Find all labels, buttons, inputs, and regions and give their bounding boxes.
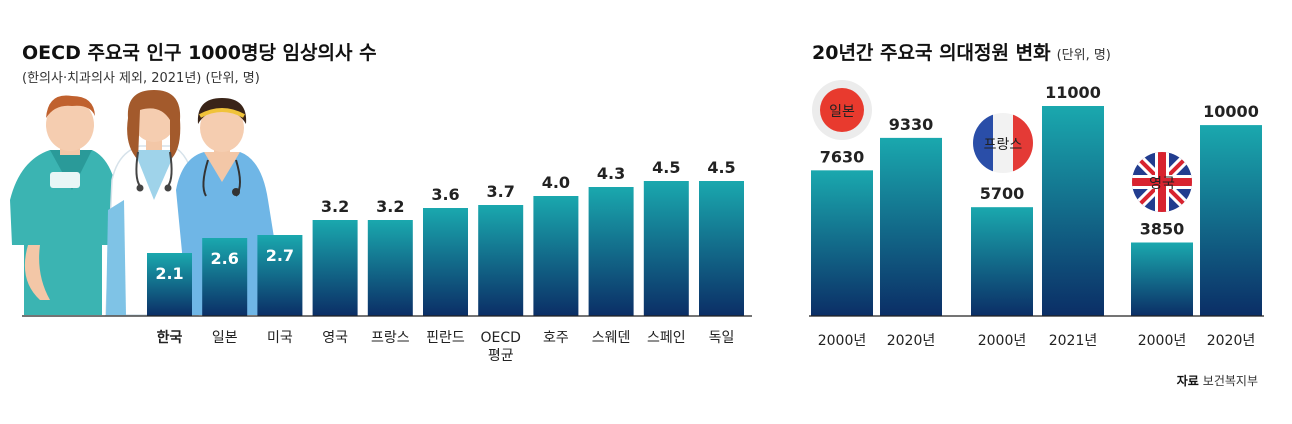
source-note: 자료 보건복지부 — [1177, 372, 1258, 389]
right-value-label: 5700 — [980, 184, 1025, 203]
left-bar-item-1 — [202, 238, 248, 316]
left-value-label: 4.3 — [597, 164, 625, 183]
right-category-label: 2020년 — [1207, 333, 1256, 349]
left-value-label: 4.0 — [542, 173, 570, 192]
left-category-label: 핀란드 — [426, 330, 465, 346]
right-category-label: 2000년 — [1138, 333, 1187, 349]
right-chart-unit: (단위, 명) — [1056, 48, 1111, 63]
doctor-male-figure — [10, 95, 120, 315]
right-bar-group1-0 — [971, 207, 1033, 316]
right-bar-group2-1 — [1200, 125, 1262, 316]
left-value-label: 3.2 — [376, 197, 404, 216]
left-category-label: OECD 평균 — [480, 330, 520, 364]
right-chart-labels: 7630 2000년 9330 2020년 5700 2000년 11000 2021년 385… — [818, 83, 1259, 349]
japan-flag-icon: 일본 — [812, 80, 872, 140]
left-bar-item-8 — [588, 187, 634, 316]
left-category-label: 미국 — [267, 330, 293, 346]
right-category-label: 2000년 — [978, 333, 1027, 349]
left-bar-item-7 — [533, 196, 579, 316]
left-chart-labels: 2.1 한국 2.6 일본 2.7 미국 3.2 영국 3.2 프랑스 3.6 핀란드 3.7 OECD 평… — [155, 158, 735, 364]
left-chart-bars — [147, 181, 744, 316]
left-value-label: 3.7 — [487, 182, 515, 201]
doctors-illustration — [10, 90, 276, 316]
right-chart-title-text: 20년간 주요국 의대정원 변화 — [812, 42, 1051, 64]
left-bar-item-4 — [367, 220, 413, 316]
france-flag-icon: 프랑스 — [973, 113, 1033, 173]
france-flag-label: 프랑스 — [984, 137, 1023, 153]
left-category-label: 일본 — [212, 330, 238, 346]
left-value-label: 4.5 — [707, 158, 735, 177]
left-bar-item-0 — [147, 253, 192, 316]
source-value: 보건복지부 — [1202, 374, 1258, 388]
right-bar-group1-1 — [1042, 106, 1104, 316]
left-value-label: 3.2 — [321, 197, 349, 216]
right-bar-group2-0 — [1131, 242, 1193, 316]
left-category-label: 호주 — [543, 330, 569, 346]
left-category-label: 영국 — [322, 330, 348, 346]
left-chart-subtitle: (한의사·치과의사 제외, 2021년) (단위, 명) — [22, 71, 260, 86]
doctor-female-blue-figure — [176, 98, 276, 315]
right-value-label: 10000 — [1203, 102, 1259, 121]
left-bar-item-5 — [423, 208, 468, 316]
left-chart-title: OECD 주요국 인구 1000명당 임상의사 수 — [22, 42, 377, 64]
right-value-label: 7630 — [820, 147, 865, 166]
right-category-label: 2000년 — [818, 333, 867, 349]
right-category-label: 2021년 — [1049, 333, 1098, 349]
left-value-label: 2.7 — [266, 246, 294, 265]
japan-flag-label: 일본 — [829, 104, 855, 120]
left-category-label: 스페인 — [647, 330, 686, 346]
right-category-label: 2020년 — [887, 333, 936, 349]
left-category-label: 독일 — [709, 330, 735, 346]
left-bar-item-9 — [643, 181, 689, 316]
left-bar-item-3 — [312, 220, 358, 316]
left-value-label: 3.6 — [431, 185, 459, 204]
left-category-label: 한국 — [157, 330, 183, 346]
left-value-label: 4.5 — [652, 158, 680, 177]
left-category-label: 프랑스 — [371, 330, 410, 346]
left-category-label: 스웨덴 — [592, 330, 631, 346]
right-bar-group0-1 — [880, 137, 942, 316]
left-value-label: 2.1 — [155, 264, 183, 283]
left-value-label: 2.6 — [211, 249, 239, 268]
left-bar-item-2 — [257, 235, 303, 316]
uk-flag-icon: 영국 — [1132, 152, 1192, 212]
left-bar-item-6 — [478, 205, 524, 316]
right-chart-title: 20년간 주요국 의대정원 변화 (단위, 명) — [812, 38, 1111, 65]
right-value-label: 3850 — [1140, 220, 1185, 239]
left-bar-item-10 — [699, 181, 744, 316]
right-chart-bars — [811, 106, 1262, 316]
source-label: 자료 — [1176, 374, 1199, 388]
right-value-label: 11000 — [1045, 83, 1101, 102]
right-value-label: 9330 — [889, 115, 934, 134]
uk-flag-label: 영국 — [1149, 176, 1175, 192]
right-bar-group0-0 — [811, 170, 873, 316]
